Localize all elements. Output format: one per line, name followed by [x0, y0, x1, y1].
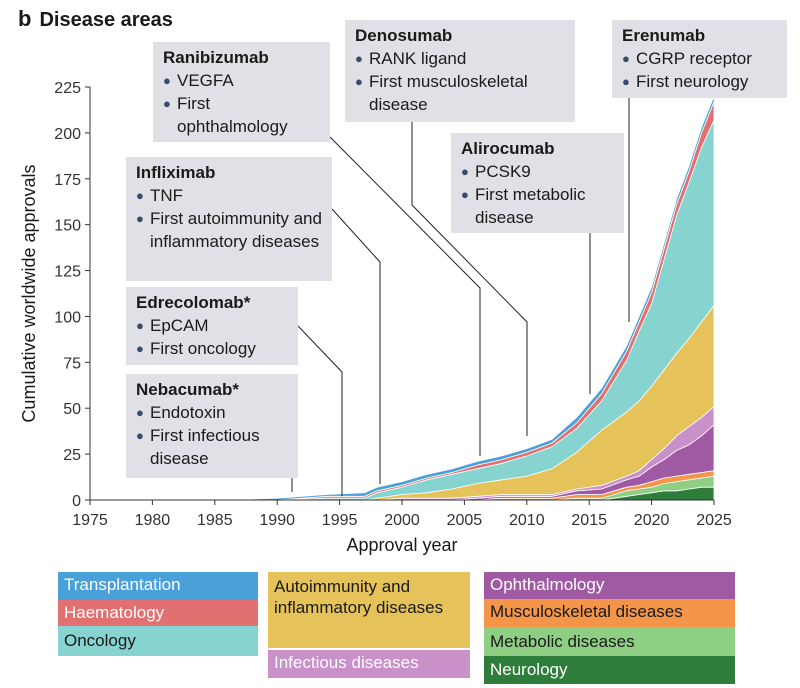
y-tick-label: 25: [63, 447, 81, 464]
legend-item-haematology: Haematology: [58, 600, 258, 626]
callout-item: TNF: [150, 186, 184, 205]
leader-denosumab: [411, 122, 528, 436]
callout-item: CGRP receptor: [636, 49, 752, 68]
y-tick-label: 200: [54, 126, 81, 143]
x-tick-label: 1990: [259, 512, 295, 529]
y-tick-label: 75: [63, 355, 81, 372]
callout-item: First musculoskeletal disease: [369, 72, 528, 114]
bullet-icon: ●: [163, 73, 171, 88]
bullet-icon: ●: [622, 74, 630, 89]
legend-label: Oncology: [64, 631, 136, 650]
x-tick-label: 2025: [696, 512, 732, 529]
callout-ranibizumab: Ranibizumab ● VEGFA ● First ophthalmology: [153, 42, 330, 142]
callout-item: PCSK9: [475, 162, 531, 181]
callout-name: Alirocumab: [461, 139, 555, 158]
callout-denosumab: Denosumab ● RANK ligand ● First musculoske…: [345, 20, 575, 122]
legend-item-transplantation: Transplantation: [58, 572, 258, 600]
callout-erenumab: Erenumab ● CGRP receptor ● First neurology: [612, 20, 787, 98]
callout-name: Edrecolomab*: [136, 293, 251, 312]
callout-name: Denosumab: [355, 26, 453, 45]
x-tick-label: 2005: [447, 512, 483, 529]
x-tick-label: 2015: [571, 512, 607, 529]
callout-item: Endotoxin: [150, 403, 226, 422]
callout-item: RANK ligand: [369, 49, 467, 68]
callout-item: First oncology: [150, 339, 256, 358]
panel-title: b Disease areas: [18, 6, 173, 32]
x-axis-label: Approval year: [346, 535, 457, 555]
leader-infliximab: [331, 208, 381, 484]
y-axis-label: Cumulative worldwide approvals: [19, 164, 39, 422]
bullet-icon: ●: [355, 74, 363, 89]
bullet-icon: ●: [461, 187, 469, 202]
legend-item-metabolic: Metabolic diseases: [484, 627, 735, 656]
x-tick-label: 1995: [322, 512, 358, 529]
legend-item-neurology: Neurology: [484, 656, 735, 684]
bullet-icon: ●: [136, 188, 144, 203]
callout-alirocumab: Alirocumab ● PCSK9 ● First metabolic disea…: [451, 133, 624, 233]
legend-label: Musculoskeletal diseases: [490, 602, 683, 621]
leader-edrecolomab: [297, 325, 343, 496]
x-tick-label: 1975: [72, 512, 108, 529]
legend-label: Neurology: [490, 660, 568, 679]
x-tick-label: 1985: [197, 512, 233, 529]
legend-label: Haematology: [64, 603, 165, 622]
legend-item-infectious: Infectious diseases: [268, 650, 470, 678]
callout-item: VEGFA: [177, 71, 234, 90]
callout-infliximab: Infliximab ● TNF ● First autoimmunity and …: [126, 157, 332, 281]
bullet-icon: ●: [136, 428, 144, 443]
y-tick-label: 100: [54, 309, 81, 326]
legend-item-oncology: Oncology: [58, 626, 258, 656]
x-tick-label: 2010: [509, 512, 545, 529]
callout-name: Ranibizumab: [163, 48, 269, 67]
callout-item: First neurology: [636, 72, 749, 91]
bullet-icon: ●: [136, 405, 144, 420]
bullet-icon: ●: [136, 211, 144, 226]
x-tick-label: 2020: [634, 512, 670, 529]
bullet-icon: ●: [136, 318, 144, 333]
y-tick-label: 175: [54, 172, 81, 189]
y-tick-label: 150: [54, 218, 81, 235]
callout-item: First ophthalmology: [177, 94, 288, 136]
leader-ranibizumab: [329, 136, 481, 456]
bullet-icon: ●: [622, 51, 630, 66]
bullet-icon: ●: [136, 341, 144, 356]
legend-label: Metabolic diseases: [490, 632, 635, 651]
y-tick-label: 0: [72, 493, 81, 510]
legend-item-musculoskeletal: Musculoskeletal diseases: [484, 599, 735, 627]
callout-item: First metabolic disease: [475, 185, 586, 227]
bullet-icon: ●: [163, 96, 171, 111]
legend-label: Infectious diseases: [274, 653, 419, 672]
legend-item-ophthalmology: Ophthalmology: [484, 572, 735, 599]
panel-letter: b: [18, 6, 32, 31]
area-transplantation: [227, 96, 715, 501]
callout-item: First infectious disease: [150, 426, 260, 468]
bullet-icon: ●: [355, 51, 363, 66]
callout-name: Infliximab: [136, 163, 216, 182]
bullet-icon: ●: [461, 164, 469, 179]
legend-label: Autoimmunity and inflammatory diseases: [274, 577, 444, 617]
callout-item: EpCAM: [150, 316, 209, 335]
legend-item-autoimmunity: Autoimmunity and inflammatory diseases: [268, 572, 470, 648]
callout-nebacumab: Nebacumab* ● Endotoxin ● First infectious …: [126, 374, 298, 478]
callout-item: First autoimmunity and inflammatory dise…: [150, 209, 322, 251]
callout-edrecolomab: Edrecolomab* ● EpCAM ● First oncology: [126, 287, 298, 365]
callout-name: Erenumab: [622, 26, 706, 45]
legend-label: Transplantation: [64, 575, 181, 594]
x-tick-label: 1980: [135, 512, 171, 529]
callout-name: Nebacumab*: [136, 380, 239, 399]
y-tick-label: 125: [54, 264, 81, 281]
panel-title-text: Disease areas: [39, 9, 173, 31]
y-tick-label: 50: [63, 401, 81, 418]
x-tick-label: 2000: [384, 512, 420, 529]
legend-label: Ophthalmology: [490, 575, 605, 594]
y-tick-label: 225: [54, 80, 81, 97]
